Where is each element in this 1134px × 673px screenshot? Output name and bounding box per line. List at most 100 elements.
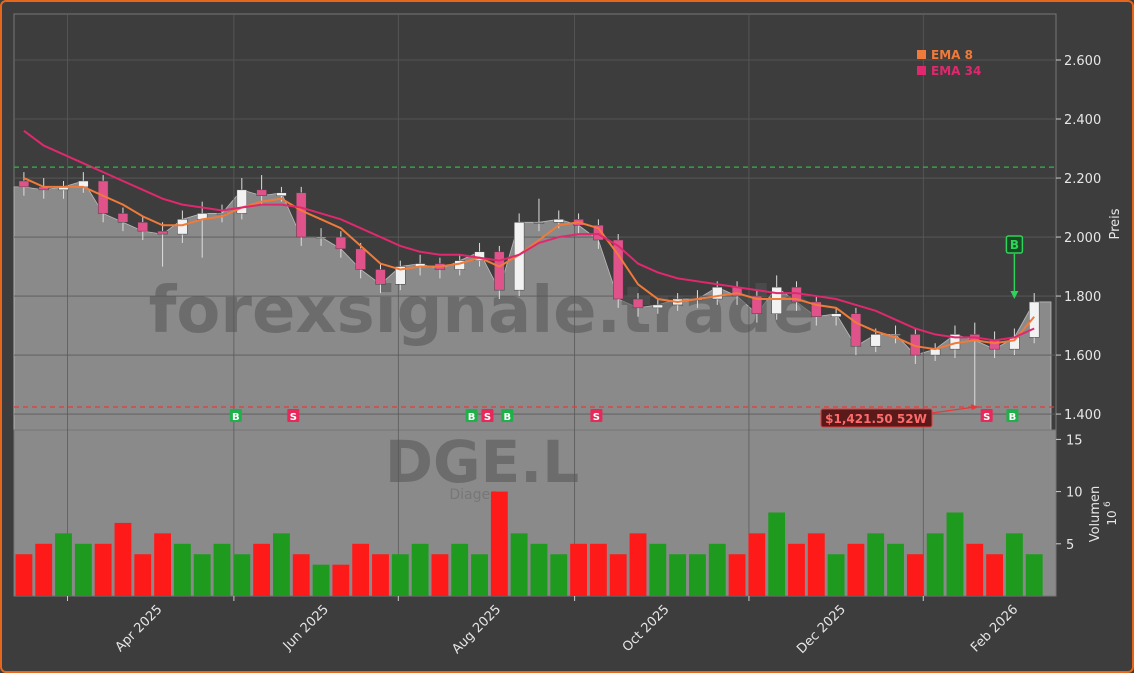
volume-bar <box>986 554 1004 596</box>
candle-body <box>18 180 30 188</box>
volume-bar <box>35 543 53 596</box>
volume-bar <box>788 543 805 596</box>
volume-bar <box>768 512 786 596</box>
y2-tick-label: 5 <box>1066 538 1074 553</box>
volume-bar <box>1005 533 1023 596</box>
arrow-head <box>970 403 979 410</box>
volume-bar <box>193 554 211 596</box>
volume-bar <box>173 543 191 596</box>
signal-label: B <box>232 412 240 423</box>
candle-body <box>890 334 901 336</box>
x-tick-label: Oct 2025 <box>620 602 673 655</box>
signal-label: S <box>983 412 990 423</box>
volume-bar <box>867 533 885 596</box>
candle-body <box>830 313 842 317</box>
candle-body <box>276 192 287 196</box>
ema-line <box>23 130 1035 342</box>
signal-label: S <box>290 412 297 423</box>
legend-swatch <box>917 66 926 75</box>
volume-bar <box>312 564 330 596</box>
candle-body <box>375 269 386 285</box>
x-tick-label: Dec 2025 <box>794 602 849 657</box>
volume-bar <box>94 543 112 596</box>
candle-body <box>811 301 822 317</box>
volume-bar <box>332 564 350 596</box>
volume-bar <box>946 512 964 596</box>
candle-body <box>751 295 763 315</box>
candle-body <box>137 222 148 232</box>
candle-body <box>117 213 129 223</box>
symbol-watermark: DGE.L <box>385 428 579 496</box>
candle-body <box>177 219 188 235</box>
signal-label: S <box>593 412 600 423</box>
candle-body <box>157 230 168 235</box>
candle-body <box>850 313 862 347</box>
signal-marker <box>229 409 242 422</box>
volume-bar <box>807 533 825 596</box>
y-axis-label: Preis <box>1108 208 1123 239</box>
volume-bar <box>847 543 865 596</box>
candle-body <box>652 304 664 309</box>
candle-body <box>335 236 347 250</box>
candle-body <box>771 286 782 315</box>
volume-bar <box>629 533 647 596</box>
candle-body <box>553 219 564 223</box>
volume-bar <box>213 543 231 596</box>
volume-bar <box>827 554 845 596</box>
signal-marker <box>980 409 993 422</box>
volume-bar <box>966 543 984 596</box>
y-tick-label: 2.200 <box>1064 172 1101 187</box>
x-tick-label: Jun 2025 <box>280 602 332 654</box>
candle-body <box>612 239 624 300</box>
y2-tick-label: 15 <box>1066 433 1083 448</box>
y-tick-label: 1.400 <box>1064 408 1101 423</box>
volume-bar <box>550 554 568 596</box>
volume-bar <box>887 543 904 596</box>
volume-bar <box>708 543 726 596</box>
candle-body <box>712 286 723 300</box>
volume-bar <box>689 554 706 596</box>
volume-bar <box>926 533 944 596</box>
signal-marker <box>590 409 603 422</box>
signal-label: B <box>503 412 511 423</box>
flag-label: B <box>1010 238 1019 252</box>
volume-bar <box>530 543 548 596</box>
y-tick-label: 2.400 <box>1064 113 1101 128</box>
candle-body <box>395 266 406 285</box>
signal-marker <box>287 409 300 422</box>
y-tick-label: 1.600 <box>1064 349 1101 364</box>
signal-label: B <box>468 412 476 423</box>
y-tick-label: 1.800 <box>1064 290 1101 305</box>
volume-bar <box>352 543 370 596</box>
flag-arrow-head <box>1010 291 1019 300</box>
volume-bar <box>1025 554 1043 596</box>
candle-body <box>296 192 307 238</box>
candle-body <box>632 298 644 309</box>
y-tick-label: 2.600 <box>1064 54 1101 69</box>
legend-swatch <box>917 50 926 59</box>
legend-label: EMA 34 <box>931 64 981 78</box>
candle-body <box>870 334 881 347</box>
x-tick-label: Apr 2025 <box>113 602 166 655</box>
legend-label: EMA 8 <box>931 48 973 62</box>
signal-marker <box>501 409 514 422</box>
volume-bar <box>649 543 667 596</box>
volume-bar <box>490 491 508 596</box>
candle-body <box>593 224 604 241</box>
volume-bar <box>391 554 409 596</box>
volume-bar <box>589 543 607 596</box>
candle-body <box>256 189 267 196</box>
y2-unit-exp: 6 <box>1103 501 1113 507</box>
candle-body <box>989 340 1000 350</box>
candle-body <box>355 248 366 270</box>
volume-bar <box>609 554 627 596</box>
volume-bar <box>510 533 528 596</box>
signal-label: B <box>1009 412 1017 423</box>
volume-bar <box>134 554 152 596</box>
y-tick-label: 2.000 <box>1064 231 1101 246</box>
signal-label: S <box>484 412 491 423</box>
volume-bar <box>15 554 33 596</box>
flag-box <box>1005 235 1024 254</box>
